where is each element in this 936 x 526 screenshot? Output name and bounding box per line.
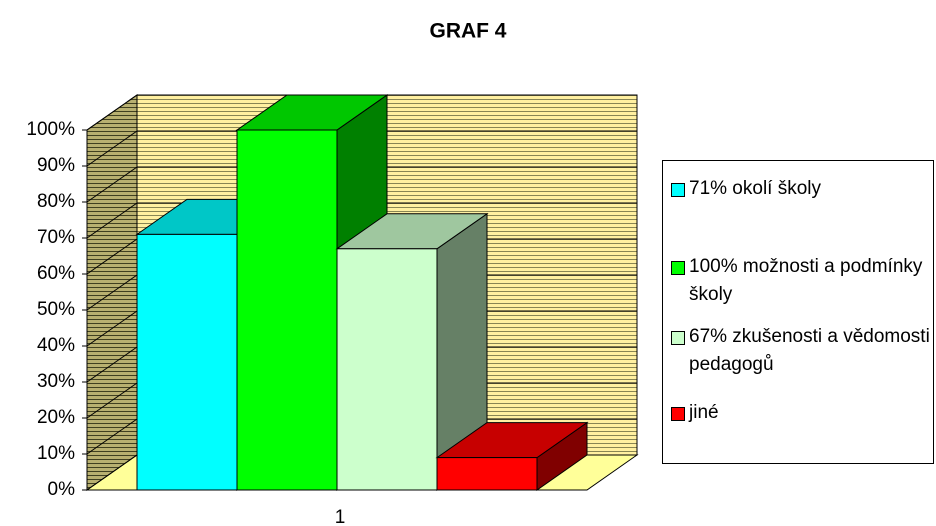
grid-line (86, 202, 138, 239)
chart-title: GRAF 4 (429, 20, 506, 43)
legend-swatch (671, 183, 685, 197)
bar (336, 248, 438, 491)
grid-line (86, 346, 138, 383)
y-tick-label: 90% (37, 155, 75, 176)
x-tick-label: 1 (335, 507, 346, 526)
grid-line (86, 310, 138, 347)
legend-label: 67% zkušenosti a vědomosti pedagogů (689, 326, 930, 375)
legend-label: jiné (689, 402, 719, 423)
y-tick-label: 10% (37, 443, 75, 464)
grid-line (86, 130, 138, 167)
y-tick-label: 20% (37, 407, 75, 428)
y-tick-label: 0% (48, 479, 76, 500)
y-tick-label: 60% (37, 263, 75, 284)
legend: 71% okolí školy 100% možnosti a podmínky … (662, 160, 934, 464)
grid-line (86, 382, 138, 419)
y-tick-label: 80% (37, 191, 75, 212)
legend-item: 100% možnosti a podmínky školy (669, 253, 931, 309)
y-tick-label: 30% (37, 371, 75, 392)
bar (236, 129, 338, 491)
grid-line (86, 94, 138, 131)
bar (136, 233, 238, 491)
grid-line (86, 418, 138, 455)
legend-item: jiné (669, 399, 931, 427)
legend-item: 67% zkušenosti a vědomosti pedagogů (669, 323, 931, 379)
grid-line (86, 238, 138, 275)
y-tick-label: 50% (37, 299, 75, 320)
legend-swatch (671, 407, 685, 421)
legend-label: 100% možnosti a podmínky školy (689, 256, 923, 305)
grid-line (86, 454, 138, 491)
grid-line (86, 274, 138, 311)
bar (436, 457, 538, 491)
legend-item: 71% okolí školy (669, 175, 931, 203)
y-tick-label: 70% (37, 227, 75, 248)
y-tick-label: 40% (37, 335, 75, 356)
grid-line (86, 166, 138, 203)
legend-label: 71% okolí školy (689, 178, 822, 199)
y-tick-label: 100% (26, 119, 75, 140)
legend-swatch (671, 331, 685, 345)
legend-swatch (671, 261, 685, 275)
